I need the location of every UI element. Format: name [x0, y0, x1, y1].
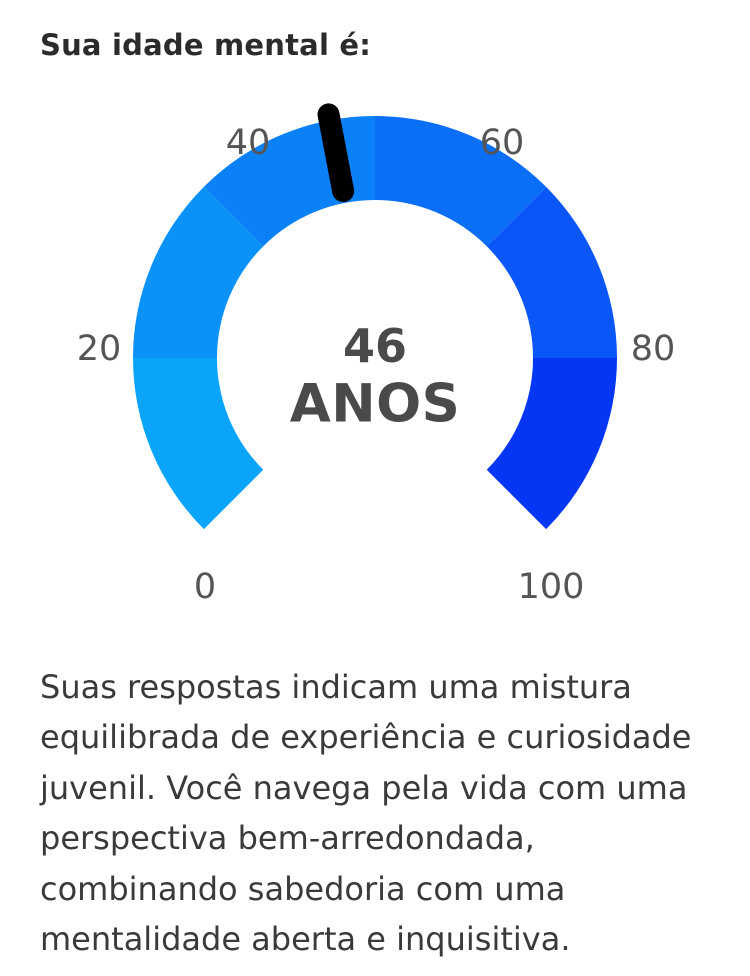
mental-age-gauge: 0 20 40 60 80 100 46 ANOS [0, 100, 750, 620]
gauge-segment-2 [133, 186, 264, 358]
tick-label-100: 100 [517, 567, 585, 607]
gauge-unit: ANOS [289, 373, 461, 435]
tick-label-0: 0 [193, 567, 217, 607]
gauge-value: 46 [342, 319, 408, 373]
gauge-segment-1 [133, 358, 264, 530]
tick-label-40: 40 [225, 123, 271, 163]
gauge-needle [317, 103, 355, 203]
tick-label-80: 80 [630, 329, 676, 369]
tick-label-60: 60 [479, 123, 525, 163]
result-title: Sua idade mental é: [40, 28, 372, 62]
gauge-segment-4 [375, 116, 547, 247]
tick-label-20: 20 [76, 329, 122, 369]
gauge-segment-6 [486, 358, 617, 530]
gauge-segment-5 [486, 186, 617, 358]
result-description: Suas respostas indicam uma mistura equil… [40, 668, 692, 959]
gauge-arc [133, 103, 617, 530]
